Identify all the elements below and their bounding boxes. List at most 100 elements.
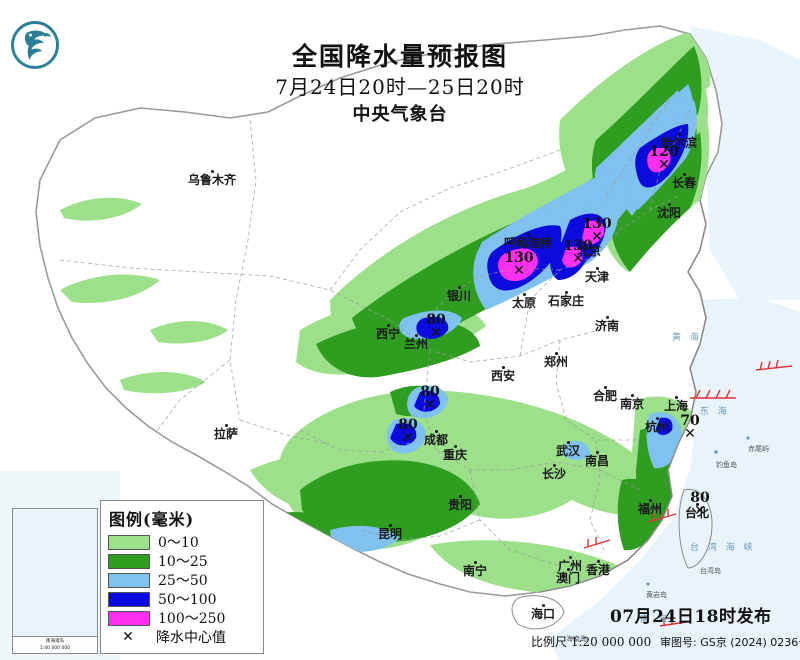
city-dot-icon <box>568 556 572 559</box>
city-name: 合肥 <box>592 389 618 403</box>
city-name: 澳门 <box>555 571 581 585</box>
legend-color-swatch <box>108 591 150 607</box>
inset-scale-line: 南海诸岛 <box>46 639 64 644</box>
city-name: 成都 <box>423 433 449 447</box>
island-label: 赤尾屿 <box>748 445 769 453</box>
precipitation-center-x-icon: ✕ <box>430 325 442 341</box>
city-label: 南宁 <box>463 561 487 577</box>
city-label: 昆明 <box>378 524 402 540</box>
city-name: 沈阳 <box>656 206 682 220</box>
city-dot-icon <box>473 561 477 564</box>
cma-dragon-logo <box>11 21 59 69</box>
city-name: 天津 <box>584 270 610 284</box>
city-dot-icon <box>453 445 457 448</box>
precipitation-center-x-icon: ✕ <box>684 426 696 442</box>
legend-color-swatch <box>108 610 150 626</box>
city-dot-icon <box>224 424 228 427</box>
city-label: 银川 <box>447 286 471 302</box>
wind-barbs <box>583 359 793 627</box>
city-name: 武汉 <box>555 444 581 458</box>
city-label: 上海 <box>664 396 688 412</box>
legend-title: 图例(毫米) <box>109 510 195 529</box>
center-marker-label: 降水中心值 <box>156 630 226 646</box>
precipitation-center-x-icon: ✕ <box>402 430 414 446</box>
city-dot-icon <box>648 499 652 502</box>
sea-label: 南 海 <box>640 615 670 625</box>
legend-range-label: 10～25 <box>158 554 208 570</box>
precipitation-center-x-icon: ✕ <box>572 251 584 267</box>
city-dot-icon <box>667 203 671 206</box>
city-name: 南京 <box>619 397 645 411</box>
city-name: 哈尔滨 <box>660 136 698 150</box>
sea-label: 东 海 <box>700 407 730 417</box>
city-name: 台北 <box>684 506 710 520</box>
forecast-period: 7月24日20时—25日20时 <box>275 75 525 99</box>
precipitation-center-x-icon: ✕ <box>424 397 436 413</box>
precipitation-center-value: 80 <box>420 384 440 400</box>
legend-row: 0～10 <box>108 533 256 551</box>
legend-color-swatch <box>108 534 150 550</box>
city-label: 北京 <box>577 241 601 257</box>
city-dot-icon <box>501 366 505 369</box>
city-dot-icon <box>564 291 568 294</box>
precipitation-center-x-icon: ✕ <box>658 157 670 173</box>
city-label: 济南 <box>595 316 619 332</box>
city-dot-icon <box>630 394 634 397</box>
city-name: 重庆 <box>442 448 468 462</box>
map-scale: 比例尺 1:20 000 000 <box>531 635 652 649</box>
legend-panel: 图例(毫米) 0～10 10～25 25～50 50～100 100～250 ✕ 降水中… <box>100 500 264 654</box>
island-label: 海南岛 <box>566 635 587 643</box>
city-label: 郑州 <box>544 352 568 368</box>
legend-row: 50～100 <box>108 590 256 608</box>
sea-label: 台 湾 海 峡 <box>690 543 756 553</box>
city-name: 长沙 <box>541 467 567 481</box>
city-name: 南昌 <box>584 454 610 468</box>
precipitation-center-x-icon: ✕ <box>513 263 525 279</box>
city-dot-icon <box>458 495 462 498</box>
city-name: 太原 <box>511 296 537 310</box>
city-dot-icon <box>554 352 558 355</box>
city-dot-icon <box>526 233 530 236</box>
city-dot-icon <box>552 464 556 467</box>
precipitation-center-value: 130 <box>563 238 593 254</box>
band-100-250 <box>498 147 671 282</box>
precipitation-center-x-icon: ✕ <box>694 503 706 519</box>
precipitation-center: 80 ✕ <box>426 312 446 341</box>
city-name: 海口 <box>530 607 556 621</box>
city-name: 西安 <box>490 369 516 383</box>
precipitation-center-value: 80 <box>426 312 446 328</box>
city-label: 重庆 <box>443 445 467 461</box>
center-marker-icon: ✕ <box>122 629 134 645</box>
city-dot-icon <box>596 560 600 563</box>
map-approval-number: 审图号: GS京 (2024) 0236号 <box>660 636 800 649</box>
city-label: 拉萨 <box>214 424 238 440</box>
city-dot-icon <box>682 173 686 176</box>
precipitation-center: 130 ✕ <box>563 238 593 267</box>
precipitation-center-value: 80 <box>690 490 710 506</box>
city-label: 哈尔滨 <box>661 133 697 149</box>
page-title: 全国降水量预报图 <box>291 42 508 71</box>
precipitation-center: 130 ✕ <box>582 216 612 244</box>
legend-row: 100～250 <box>108 609 256 627</box>
legend-range-label: 25～50 <box>158 573 208 589</box>
city-name: 呼和浩特 <box>503 236 553 250</box>
city-name: 拉萨 <box>213 427 239 441</box>
city-name: 石家庄 <box>547 294 585 308</box>
city-name: 济南 <box>594 319 620 333</box>
coastline <box>539 199 707 593</box>
city-label: 长沙 <box>542 464 566 480</box>
city-dot-icon <box>655 417 659 420</box>
title-block: 全国降水量预报图 7月24日20时—25日20时 中央气象台 <box>0 42 800 128</box>
city-dot-icon <box>210 170 214 173</box>
precipitation-center: 70 ✕ <box>680 414 699 442</box>
legend-range-label: 50～100 <box>158 592 217 608</box>
precipitation-center-value: 130 <box>582 216 612 232</box>
city-dot-icon <box>457 286 461 289</box>
city-dot-icon <box>595 267 599 270</box>
city-label: 石家庄 <box>548 291 584 307</box>
legend-color-swatch <box>108 572 150 588</box>
sea-label: 黄 海 <box>672 333 702 343</box>
legend-range-label: 100～250 <box>158 611 226 627</box>
inset-scale-label: 南海诸岛 1:40 000 000 <box>13 636 97 653</box>
